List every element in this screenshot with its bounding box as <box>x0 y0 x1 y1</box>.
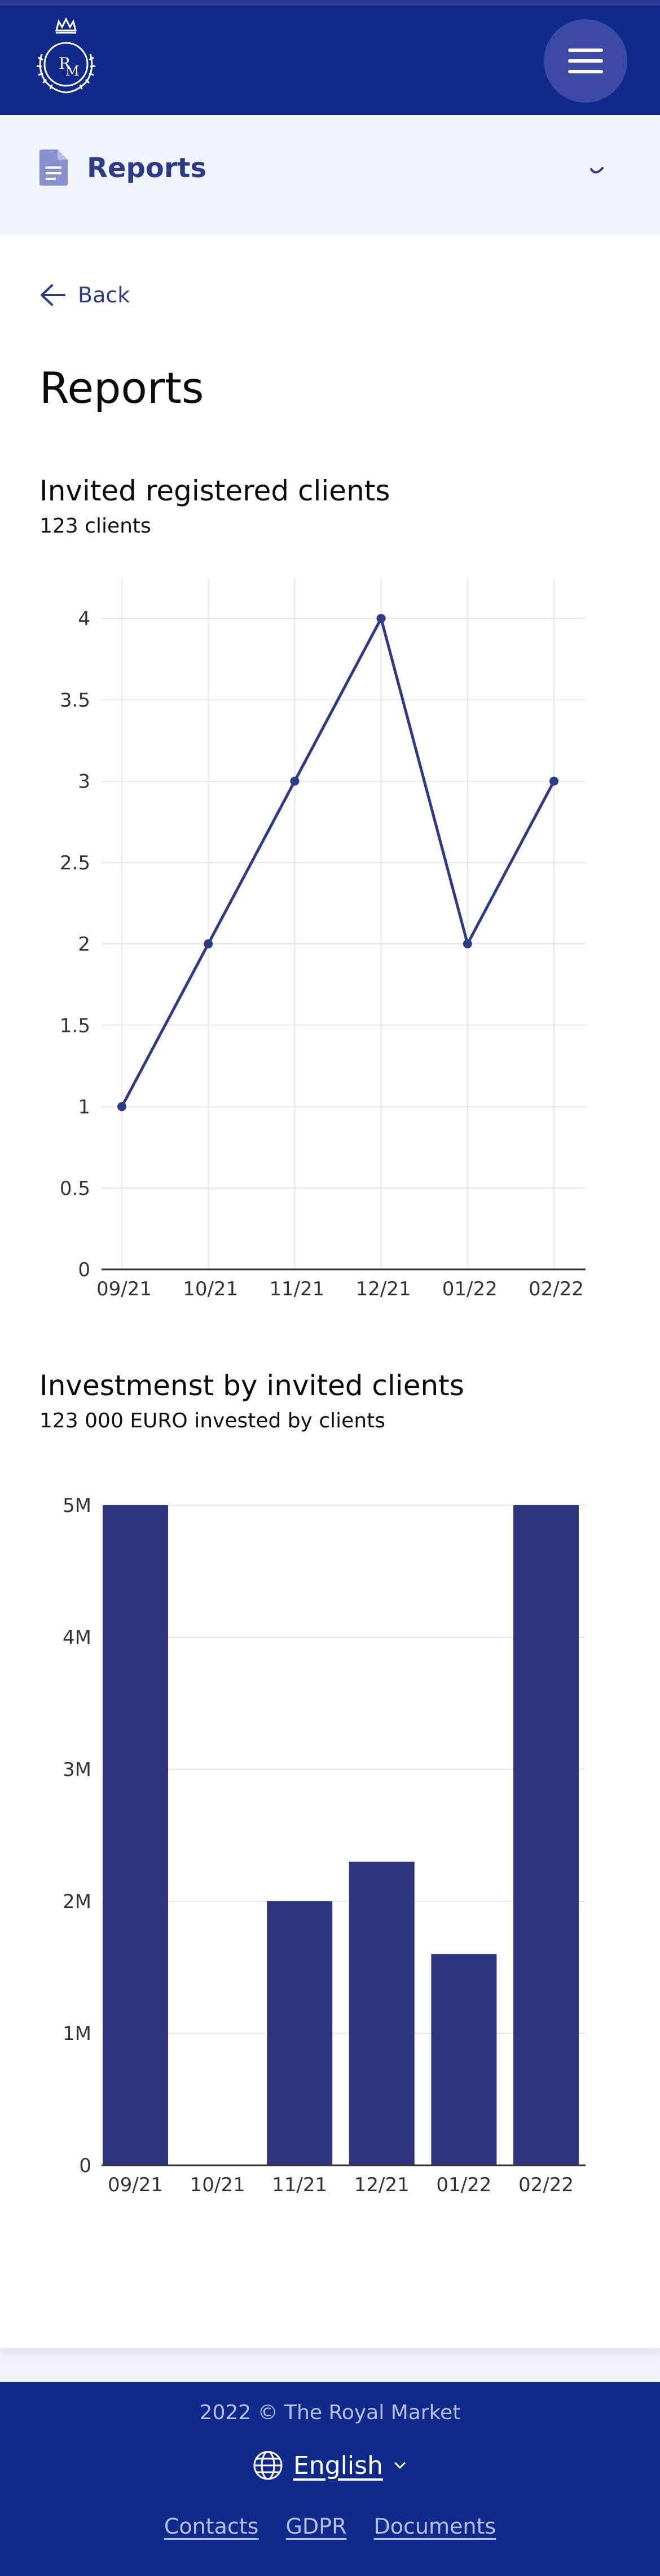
back-label: Back <box>78 283 130 307</box>
bar-chart-y-tick: 5M <box>63 1494 91 1517</box>
footer-link-documents[interactable]: Documents <box>373 2514 496 2539</box>
line-chart-x-tick: 09/21 <box>96 1278 152 1300</box>
line-chart-y-tick: 4 <box>78 608 90 630</box>
line-chart-y-tick: 1 <box>78 1096 90 1119</box>
line-chart-point <box>204 939 213 949</box>
royal-market-logo[interactable]: R M <box>29 15 103 99</box>
line-chart-y-tick: 2 <box>78 933 90 956</box>
breadcrumb-bar <box>0 115 660 235</box>
line-chart-y-tick: 2.5 <box>60 852 90 874</box>
bar-chart-y-tick: 0 <box>79 2155 91 2177</box>
line-chart-x-tick: 11/21 <box>269 1278 324 1300</box>
hamburger-icon <box>568 49 603 73</box>
footer-copyright: 2022 © The Royal Market <box>199 2401 461 2424</box>
line-chart-point <box>117 1102 126 1111</box>
line-chart-point <box>376 614 386 623</box>
bar-chart-x-tick: 11/21 <box>272 2174 327 2196</box>
chevron-down-icon <box>394 2462 406 2469</box>
line-chart-y-tick: 3.5 <box>60 689 90 711</box>
section-title-clients: Invited registered clients <box>39 474 390 507</box>
bar-chart-investments: 0 1M 2M 3M 4M 5M 09/21 10/21 11/21 12/21 01/22 02/2… <box>63 1494 586 2196</box>
line-chart-y-tick: 0 <box>78 1259 90 1281</box>
language-label: English <box>293 2451 383 2480</box>
bar-chart-x-tick: 10/21 <box>190 2174 245 2196</box>
line-chart-y-tick: 1.5 <box>60 1014 90 1037</box>
bar-chart-y-tick: 2M <box>63 1891 91 1913</box>
line-chart-invited-clients: 0 0.5 1 1.5 2 2.5 3 3.5 4 09/21 10/21 11/21 12/21 01/… <box>60 578 586 1300</box>
bar-chart-x-tick: 09/21 <box>108 2174 163 2196</box>
bar-chart-bar <box>349 1861 415 2165</box>
line-chart-y-tick: 3 <box>78 771 90 793</box>
chevron-down-icon[interactable] <box>589 165 606 178</box>
footer-links: Contacts GDPR Documents <box>0 2514 660 2539</box>
bar-chart-x-tick: 12/21 <box>354 2174 410 2196</box>
line-chart-x-tick: 01/22 <box>442 1278 498 1300</box>
footer-link-gdpr[interactable]: GDPR <box>285 2514 347 2539</box>
line-chart-series-line <box>120 617 556 1107</box>
footer-link-contacts[interactable]: Contacts <box>164 2514 259 2539</box>
bar-chart-bar <box>513 1505 579 2165</box>
line-chart-x-tick: 12/21 <box>356 1278 411 1300</box>
section-subtitle-clients: 123 clients <box>39 515 151 538</box>
line-chart-point <box>290 776 300 786</box>
logo-letter-r: R <box>59 54 71 73</box>
section-subtitle-investments: 123 000 EURO invested by clients <box>39 1409 386 1432</box>
page-title: Reports <box>39 363 204 413</box>
line-chart-y-tick: 0.5 <box>60 1177 90 1200</box>
line-chart-x-tick: 02/22 <box>529 1278 584 1300</box>
bar-chart-bar <box>103 1505 168 2165</box>
footer <box>0 2382 660 2576</box>
back-link[interactable]: Back <box>39 281 130 309</box>
line-chart-point <box>549 776 558 786</box>
bar-chart-bar <box>267 1901 333 2165</box>
bar-chart-x-tick: 01/22 <box>436 2174 491 2196</box>
menu-button[interactable] <box>544 19 627 103</box>
breadcrumb-title[interactable]: Reports <box>87 152 207 184</box>
bar-chart-bar <box>431 1954 497 2165</box>
document-icon <box>39 150 68 186</box>
line-chart-point <box>463 939 472 949</box>
line-chart-x-tick: 10/21 <box>183 1278 238 1300</box>
bar-chart-y-tick: 1M <box>63 2023 91 2045</box>
bar-chart-y-tick: 4M <box>63 1627 91 1649</box>
crown-laurel-icon: R M <box>36 17 96 94</box>
logo-letter-m: M <box>65 63 80 79</box>
bar-chart-y-tick: 3M <box>63 1759 91 1781</box>
arrow-left-icon <box>41 284 65 306</box>
language-selector[interactable]: English <box>253 2448 407 2482</box>
section-title-investments: Investmenst by invited clients <box>39 1369 464 1402</box>
globe-icon <box>253 2451 283 2480</box>
bar-chart-x-tick: 02/22 <box>518 2174 574 2196</box>
